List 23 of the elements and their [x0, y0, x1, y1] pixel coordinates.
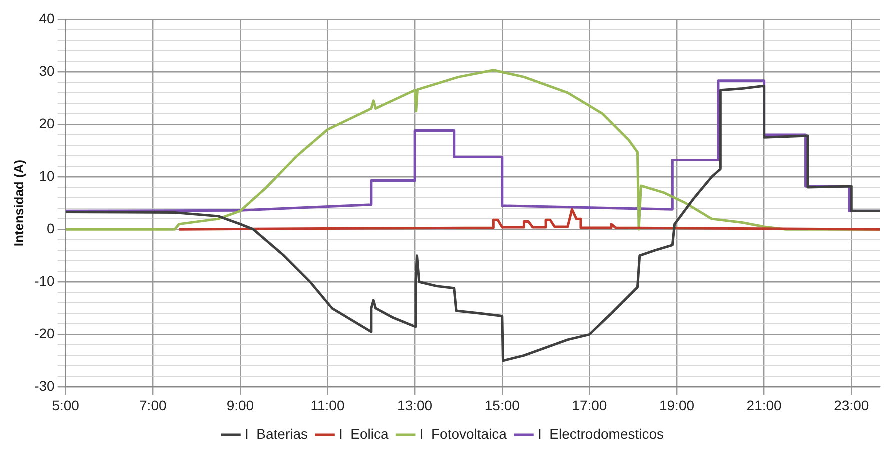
- x-tick-label: 19:00: [659, 397, 695, 414]
- y-tick-label: 0: [47, 220, 56, 236]
- y-tick-label: 20: [39, 115, 56, 132]
- y-tick-label: 30: [39, 62, 56, 79]
- y-tick-label: -10: [34, 272, 56, 289]
- legend-label: I Fotovoltaica: [420, 426, 508, 442]
- y-tick-label: -30: [34, 378, 56, 394]
- x-tick-label: 17:00: [572, 397, 608, 414]
- x-tick-label: 11:00: [310, 397, 345, 414]
- y-tick-label: 40: [39, 10, 56, 26]
- y-axis-title: Intensidad (A): [11, 160, 26, 247]
- x-tick-label: 5:00: [52, 397, 80, 414]
- x-tick-label: 21:00: [746, 397, 782, 414]
- x-tick-label: 7:00: [140, 397, 167, 414]
- x-tick-label: 15:00: [484, 397, 520, 414]
- legend-label: I Eolica: [339, 426, 390, 442]
- y-tick-label: -20: [34, 326, 56, 342]
- x-tick-label: 13:00: [398, 397, 433, 414]
- x-tick-label: 23:00: [834, 397, 870, 414]
- x-tick-label: 9:00: [226, 397, 254, 414]
- y-tick-label: 10: [39, 168, 56, 184]
- legend-label: I Electrodomesticos: [538, 426, 664, 442]
- legend-label: I Baterias: [244, 426, 308, 442]
